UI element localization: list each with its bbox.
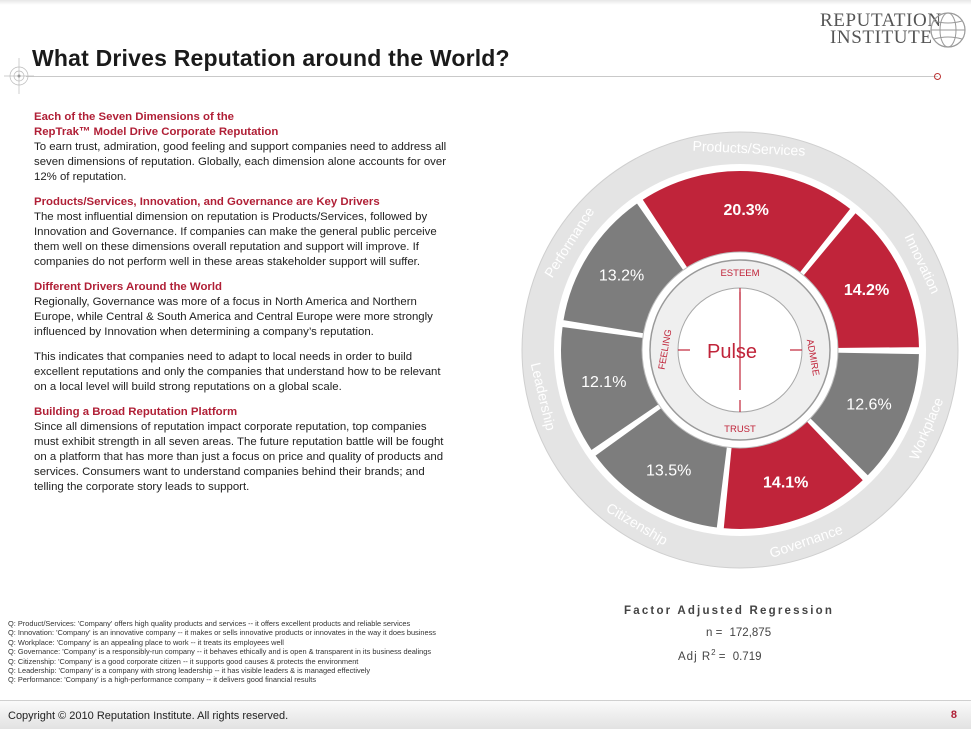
logo-line-1: REPUTATION	[820, 10, 942, 31]
title-divider	[26, 76, 938, 77]
footnote-line: Q: Innovation: 'Company' is an innovativ…	[8, 628, 436, 638]
section-seven-dimensions: Each of the Seven Dimensions of the RepT…	[34, 110, 454, 185]
footnote-line: Q: Product/Services: 'Company' offers hi…	[8, 619, 411, 628]
section-heading: Building a Broad Reputation Platform	[34, 406, 238, 418]
copyright-text: Copyright © 2010 Reputation Institute. A…	[8, 710, 289, 722]
footer-bar: Copyright © 2010 Reputation Institute. A…	[0, 700, 971, 729]
slice-value-label: 13.2%	[599, 267, 644, 284]
globe-icon	[930, 12, 966, 48]
slice-value-label: 20.3%	[724, 202, 769, 219]
sample-size-label: n =	[706, 627, 723, 639]
slice-category-label: Products/Services	[692, 138, 805, 159]
section-local-needs: This indicates that companies need to ad…	[34, 350, 454, 395]
sample-size-row: n = 172,875	[706, 627, 771, 639]
hub-ring-word: ESTEEM	[720, 268, 759, 279]
crosshair-ornament-icon	[4, 58, 34, 94]
section-heading: Different Drivers Around the World	[34, 281, 222, 293]
logo-line-2: INSTITUTE	[830, 27, 933, 48]
adj-r2-label: Adj R	[678, 650, 712, 663]
top-rule	[0, 0, 971, 5]
slice-value-label: 14.1%	[763, 474, 808, 491]
body-text: Each of the Seven Dimensions of the RepT…	[34, 110, 454, 505]
page-number: 8	[950, 709, 957, 721]
section-heading: Each of the Seven Dimensions of the RepT…	[34, 111, 279, 138]
section-body: The most influential dimension on reputa…	[34, 211, 437, 268]
footnote-line: Q: Leadership: 'Company' is a company wi…	[8, 666, 371, 676]
footnote-line: Q: Performance: 'Company' is a high-perf…	[8, 675, 317, 685]
question-footnotes: Q: Product/Services: 'Company' offers hi…	[8, 619, 608, 685]
regression-title: Factor Adjusted Regression	[624, 605, 835, 617]
section-body: To earn trust, admiration, good feeling …	[34, 141, 447, 183]
section-regional-drivers: Different Drivers Around the World Regio…	[34, 280, 454, 340]
sample-size-value: 172,875	[729, 627, 772, 639]
adj-r2-value: 0.719	[732, 650, 762, 663]
corner-marker-icon	[934, 73, 941, 80]
section-body: This indicates that companies need to ad…	[34, 351, 441, 393]
footnote-line: Q: Governance: 'Company' is a responsibl…	[8, 647, 432, 657]
page-title: What Drives Reputation around the World?	[32, 45, 510, 72]
section-body: Since all dimensions of reputation impac…	[34, 421, 444, 493]
adj-r2-row: Adj R2 = 0.719	[678, 648, 761, 663]
adj-r2-equals: =	[715, 650, 726, 663]
pulse-label: Pulse	[707, 341, 757, 363]
section-broad-platform: Building a Broad Reputation Platform Sin…	[34, 405, 454, 495]
slice-value-label: 12.6%	[846, 396, 891, 413]
slice-value-label: 12.1%	[581, 374, 626, 391]
hub-ring-word: TRUST	[724, 424, 756, 435]
section-key-drivers: Products/Services, Innovation, and Gover…	[34, 195, 454, 270]
slice-value-label: 13.5%	[646, 462, 691, 479]
company-logo: REPUTATION INSTITUTE	[820, 10, 970, 60]
adj-r2-superscript: 2	[711, 648, 716, 657]
footnote-line: Q: Citizenship: 'Company' is a good corp…	[8, 656, 359, 666]
slice-value-label: 14.2%	[844, 282, 889, 299]
section-heading: Products/Services, Innovation, and Gover…	[34, 196, 380, 208]
footnote-line: Q: Workplace: 'Company' is an appealing …	[8, 637, 284, 647]
section-body: Regionally, Governance was more of a foc…	[34, 296, 433, 338]
